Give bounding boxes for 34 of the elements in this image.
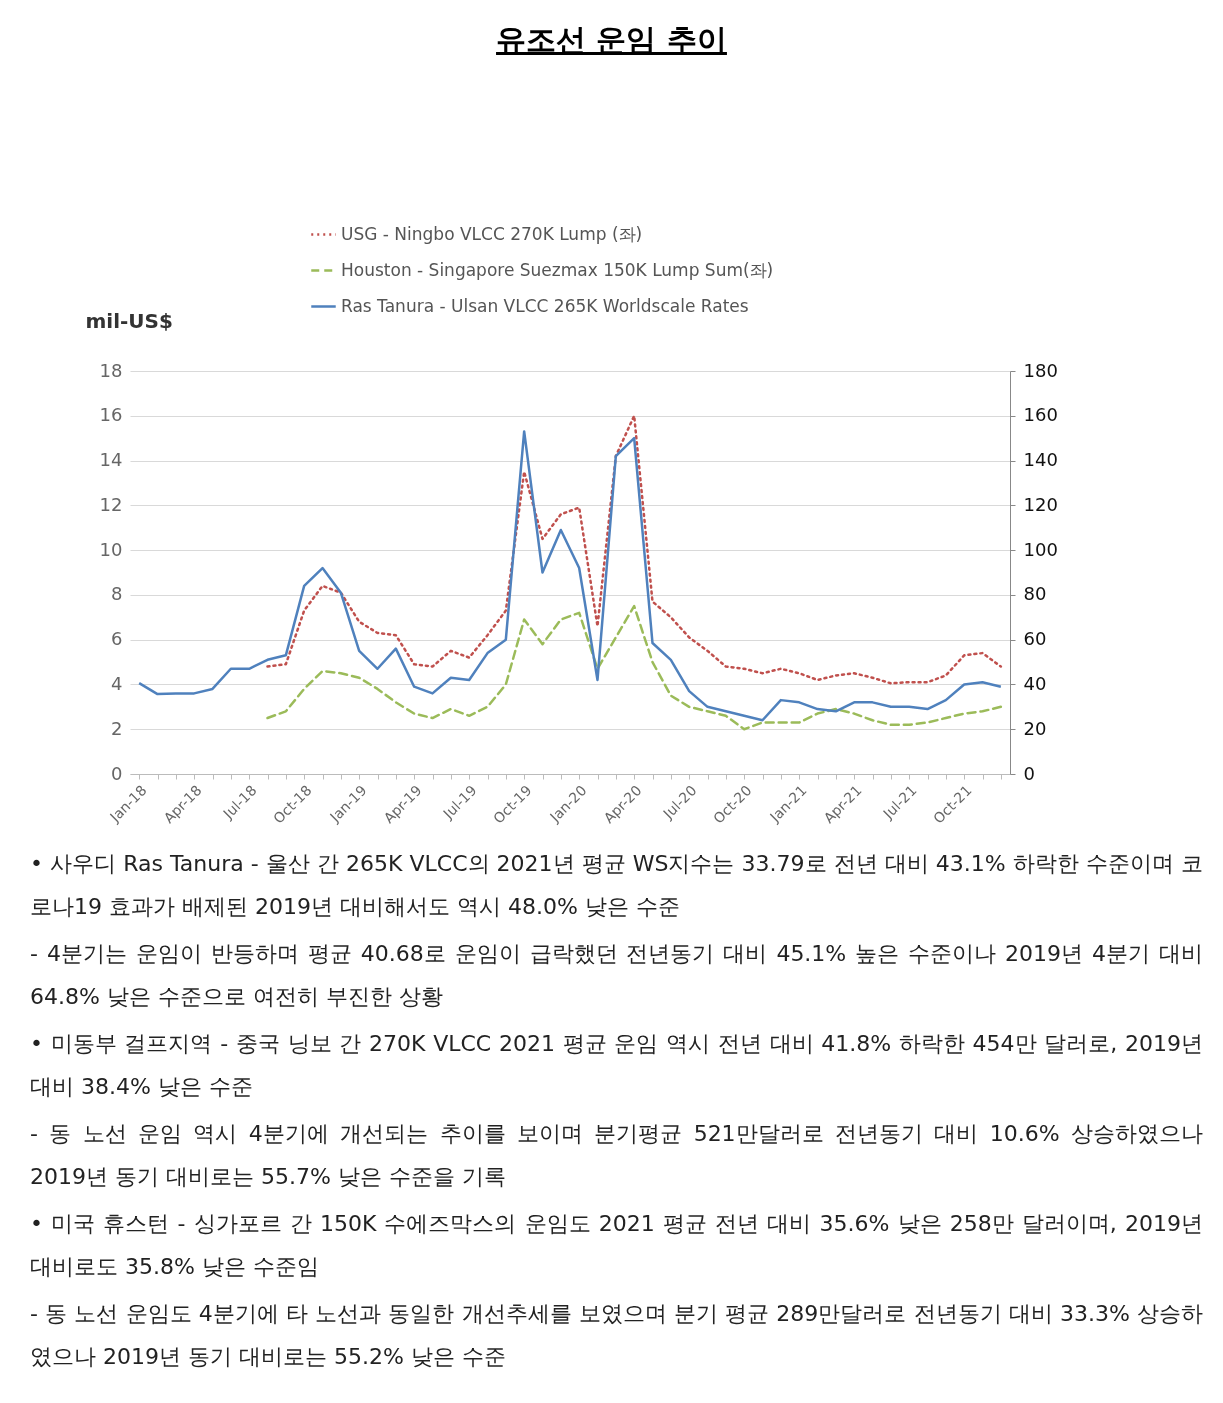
- y2-tick-label: 60: [1023, 628, 1047, 650]
- legend-label: USG - Ningbo VLCC 270K Lump (좌): [341, 223, 643, 244]
- y2-tick-label: 140: [1023, 449, 1058, 471]
- line-series: [137, 430, 1003, 722]
- y2-tick-label: 120: [1023, 493, 1058, 515]
- y2-tick-label: 80: [1023, 583, 1047, 605]
- y-axis-title: mil-US$: [85, 308, 173, 333]
- y-tick-label: 14: [99, 449, 123, 471]
- text: - 동 노선 운임도 4분기에 타 노선과 동일한 개선추세를 보였으며 분기 평균 289만달러로 전년동기 대비 33.3% 상승하였으나 2019년 동기 대비로는 55.2% 낮은 수준: [30, 1300, 1203, 1371]
- y-tick-label: 2: [111, 717, 123, 739]
- text: - 동 노선 운임 역시 4분기에 개선되는 추이를 보이며 분기평균 521만달러로 전년동기 대비 10.6% 상승하였으나 2019년 동기 대비로는 55.7% 낮은 수준을 기록: [30, 1120, 1203, 1191]
- y2-tick-label: 180: [1023, 359, 1058, 381]
- y2-tick-label: 100: [1023, 538, 1058, 560]
- line-series: [266, 414, 1003, 685]
- y2-tick-label: 160: [1023, 404, 1058, 426]
- text: • 사우디 Ras Tanura - 울산 간 265K VLCC의 2021년 평균 WS지수는 33.79로 전년 대비 43.1% 하락한 수준이며 코로나19 효과가 배제된 2019년 대비해서도 역시 48.0% 낮은 수준: [30, 850, 1203, 921]
- legend-label: Houston - Singapore Suezmax 150K Lump Sum(좌): [341, 259, 774, 280]
- y-tick-label: 8: [111, 583, 123, 605]
- y-tick-label: 18: [99, 359, 123, 381]
- y-tick-label: 0: [111, 762, 123, 784]
- y2-tick-label: 40: [1023, 672, 1047, 694]
- chart-title: 유조선 운임 추이: [495, 21, 728, 59]
- y-tick-label: 16: [99, 404, 123, 426]
- y2-tick-label: 0: [1023, 762, 1035, 784]
- y-tick-label: 10: [99, 538, 123, 560]
- y-tick-label: 4: [111, 672, 123, 694]
- y-tick-label: 12: [99, 493, 123, 515]
- y2-tick-label: 20: [1023, 717, 1047, 739]
- text: • 미동부 걸프지역 - 중국 닝보 간 270K VLCC 2021 평균 운임 역시 전년 대비 41.8% 하락한 454만 달러로, 2019년 대비 38.4% 낮은 수준: [30, 1030, 1203, 1101]
- y-tick-label: 6: [111, 628, 123, 650]
- legend-label: Ras Tanura - Ulsan VLCC 265K Worldscale Rates: [341, 295, 749, 316]
- text: - 4분기는 운임이 반등하며 평균 40.68로 운임이 급락했던 전년동기 대비 45.1% 높은 수준이나 2019년 4분기 대비 64.8% 낮은 수준으로 여전히 부진한 상황: [30, 940, 1203, 1011]
- line-series: [266, 604, 1003, 731]
- text: • 미국 휴스턴 - 싱가포르 간 150K 수에즈막스의 운임도 2021 평균 전년 대비 35.6% 낮은 258만 달러이며, 2019년 대비로도 35.8% 낮은 수준임: [30, 1210, 1203, 1281]
